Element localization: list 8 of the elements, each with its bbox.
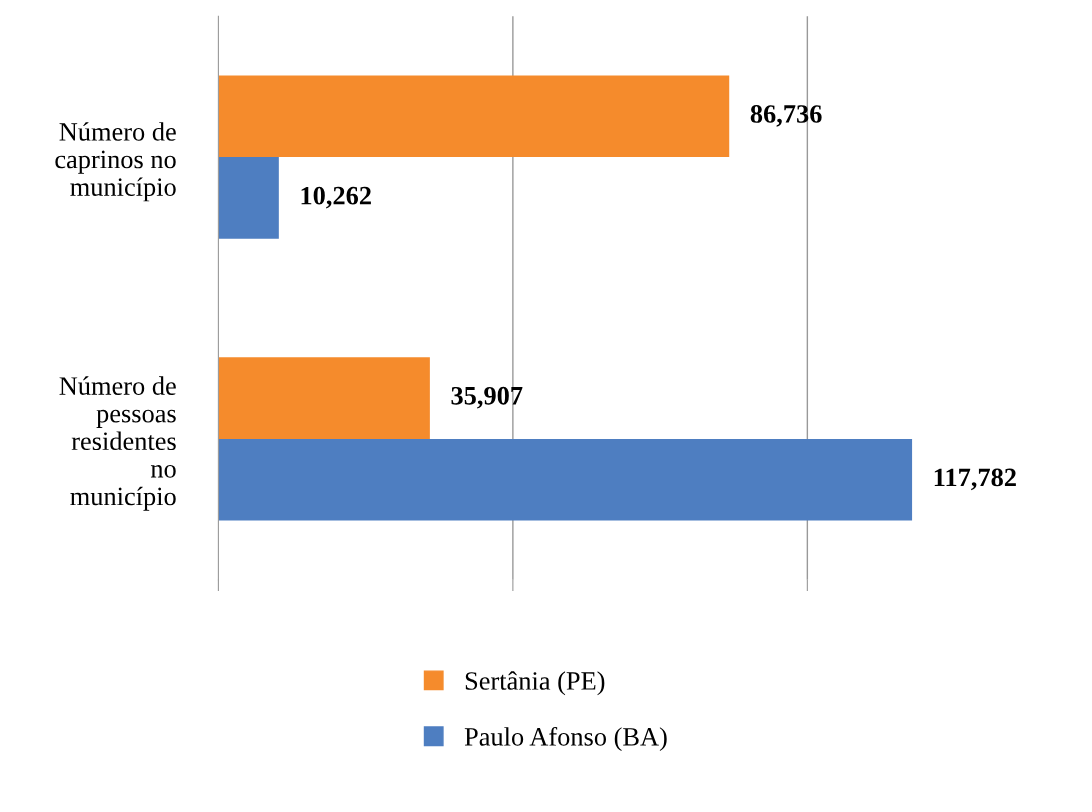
data-label: 35,907 [451, 386, 523, 409]
data-label: 86,736 [750, 105, 822, 127]
data-label: 117,782 [934, 468, 1016, 491]
y-tick-label: Número de caprinos no município [55, 122, 176, 202]
legend-label: Sertânia (PE) [465, 671, 605, 696]
legend-label: Paulo Afonso (BA) [464, 726, 667, 752]
data-label: 10,262 [301, 186, 371, 209]
y-tick-label: Número de pessoas residentes no município [59, 376, 176, 511]
